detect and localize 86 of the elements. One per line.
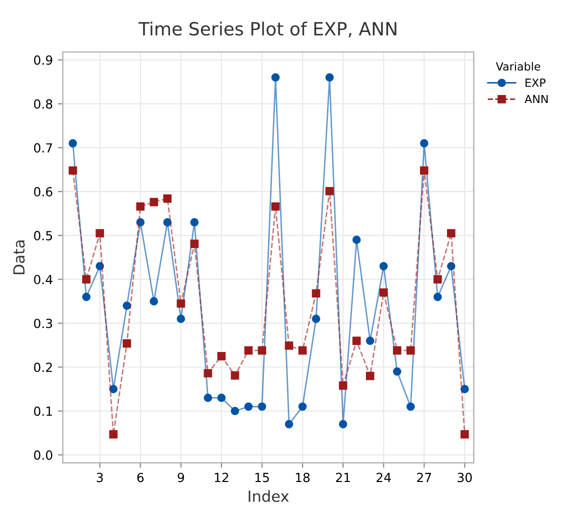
point (163, 218, 172, 226)
x-tick-label: 21 (336, 472, 350, 482)
point (122, 302, 132, 310)
point (284, 420, 294, 428)
point (176, 314, 186, 324)
point (406, 346, 415, 355)
x-tick-label: 15 (255, 472, 269, 482)
point (109, 430, 118, 438)
point (271, 73, 280, 82)
point (379, 288, 388, 297)
point (433, 275, 442, 284)
point (96, 229, 104, 238)
point (325, 73, 334, 82)
point (325, 186, 334, 196)
point (379, 262, 388, 270)
point (460, 384, 469, 394)
point (190, 218, 199, 226)
y-tick-label: 0.7 (34, 143, 52, 153)
point (258, 346, 266, 355)
point (447, 262, 456, 270)
y-axis-title: Data (13, 240, 25, 274)
point (150, 198, 158, 206)
y-tick-label: 0.9 (34, 55, 52, 65)
point (82, 275, 91, 284)
y-tick-label: 0.0 (34, 450, 52, 460)
point (190, 240, 199, 248)
legend-label: EXP (526, 78, 546, 87)
y-tick-label: 0.8 (34, 99, 52, 109)
legend-label: ANN (524, 94, 548, 104)
x-tick-label: 18 (296, 472, 310, 482)
x-tick-label: 9 (178, 472, 184, 482)
point (150, 297, 158, 306)
point (284, 341, 294, 350)
point (366, 372, 374, 380)
point (447, 229, 456, 238)
point (406, 402, 415, 411)
point (271, 202, 280, 211)
point (420, 139, 428, 148)
legend-title: Variable (496, 62, 540, 71)
point (230, 371, 240, 380)
point (338, 381, 348, 390)
x-tick-label: 30 (458, 472, 472, 482)
point (217, 352, 226, 360)
x-axis-title: Index (248, 490, 289, 502)
point (392, 367, 402, 376)
point (217, 394, 226, 402)
point (109, 384, 118, 394)
point (122, 339, 132, 348)
point (258, 402, 266, 411)
point (244, 346, 253, 355)
point (163, 194, 172, 203)
x-tick-label: 24 (376, 472, 391, 482)
point (82, 292, 91, 302)
point (136, 218, 145, 226)
point (352, 236, 361, 244)
x-tick-label: 3 (96, 472, 103, 482)
y-tick-label: 0.4 (34, 274, 52, 284)
point (68, 166, 77, 175)
y-tick-label: 0.2 (34, 362, 52, 372)
point (244, 402, 253, 411)
point (366, 336, 374, 345)
x-tick-label: 6 (137, 472, 144, 482)
point (176, 299, 186, 308)
point (338, 420, 348, 428)
x-tick-label: 27 (417, 472, 432, 482)
point (420, 166, 428, 175)
point (312, 314, 320, 324)
point (298, 402, 307, 411)
y-tick-label: 0.5 (34, 230, 52, 240)
point (460, 430, 469, 438)
point (230, 406, 240, 416)
point (433, 292, 442, 302)
point (96, 262, 104, 270)
y-tick-label: 0.1 (34, 406, 52, 416)
x-tick-label: 12 (214, 472, 228, 482)
point (204, 394, 212, 402)
point (352, 336, 361, 345)
y-tick-label: 0.6 (34, 187, 52, 196)
point (298, 346, 307, 355)
point (68, 139, 77, 148)
y-tick-label: 0.3 (34, 318, 52, 328)
point (136, 202, 145, 211)
point (312, 289, 320, 298)
point (204, 369, 212, 378)
point (392, 346, 402, 355)
chart-title: Time Series Plot of EXP, ANN (138, 22, 396, 38)
